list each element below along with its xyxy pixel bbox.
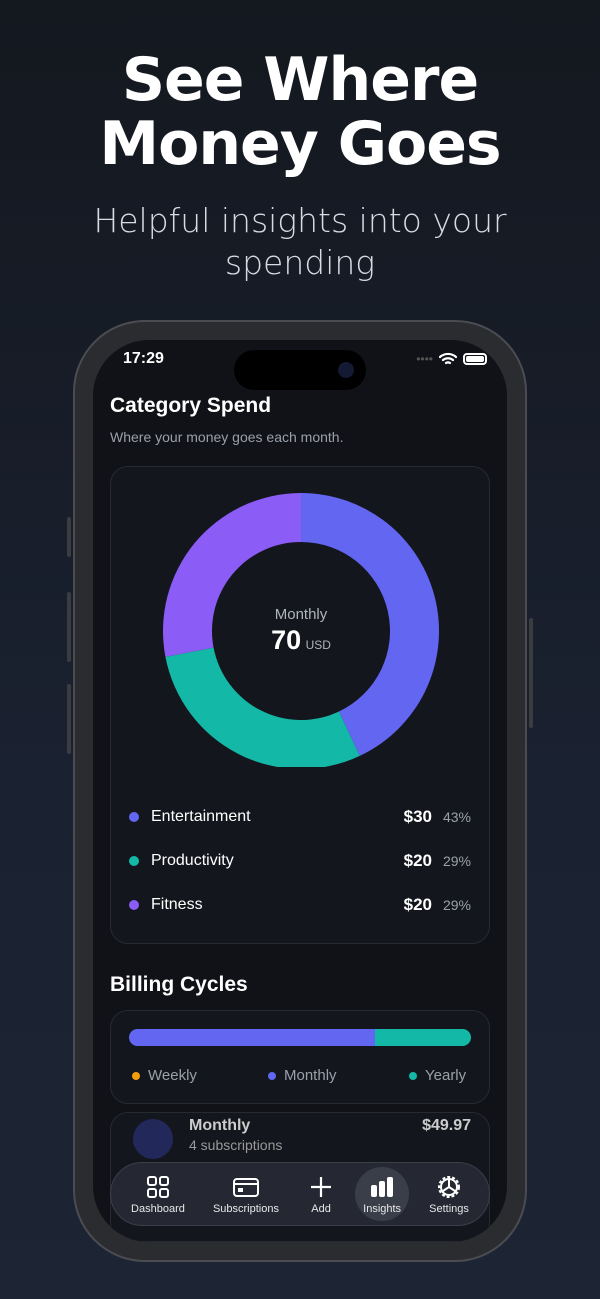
status-time: 17:29 [123, 350, 164, 367]
billing-card: Weekly Monthly Yearly [110, 1010, 490, 1104]
dynamic-island [234, 350, 366, 390]
volume-up-button [67, 592, 71, 662]
donut-center-value: 70 USD [271, 625, 331, 655]
wifi-icon [439, 352, 457, 365]
category-description: Where your money goes each month. [110, 429, 344, 445]
camera-icon [338, 362, 354, 378]
legend-percent: 43% [442, 809, 471, 825]
legend-weekly: Weekly [132, 1067, 197, 1084]
tab-bar: Dashboard Subscriptions Add Insights Set… [110, 1162, 490, 1226]
legend-percent: 29% [442, 897, 471, 913]
legend-dot [132, 1071, 140, 1080]
donut-chart [162, 493, 439, 767]
plus-icon [311, 1177, 332, 1197]
battery-icon [463, 353, 487, 365]
grid-icon [146, 1176, 169, 1198]
tab-subscriptions[interactable]: Subscriptions [205, 1167, 287, 1221]
row-subtitle: 4 subscriptions [189, 1137, 283, 1153]
donut-slice-fitness [162, 493, 301, 657]
legend-amount: $20 [403, 895, 432, 914]
row-amount: $49.97 [422, 1117, 471, 1134]
power-button [529, 618, 533, 728]
donut-center-label: Monthly [274, 606, 328, 623]
phone-screen: 17:29 •••• Category Spend Where your mon… [93, 340, 507, 1242]
category-card: Monthly 70 USD Entertainment $30 43% Produc… [110, 466, 490, 944]
category-title: Category Spend [110, 394, 272, 417]
signal-icon: •••• [416, 352, 433, 366]
legend-dot [129, 856, 139, 866]
row-avatar [133, 1119, 173, 1159]
tab-settings[interactable]: Settings [421, 1167, 477, 1221]
legend-yearly: Yearly [409, 1067, 466, 1084]
legend-item-fitness: Fitness $20 29% [129, 895, 471, 915]
bar-chart-icon [371, 1177, 394, 1197]
legend-item-entertainment: Entertainment $30 43% [129, 807, 471, 827]
legend-dot [129, 812, 139, 822]
legend-percent: 29% [442, 853, 471, 869]
legend-monthly: Monthly [268, 1067, 337, 1084]
legend-name: Entertainment [151, 808, 251, 825]
hero-title: See Where Money Goes [99, 45, 501, 179]
donut-slice-productivity [165, 647, 360, 767]
legend-dot [268, 1071, 276, 1080]
legend-amount: $20 [403, 851, 432, 870]
hero-subtitle: Helpful insights into your spending [93, 201, 507, 282]
gear-icon [438, 1176, 461, 1198]
side-button [67, 517, 71, 557]
billing-title: Billing Cycles [110, 973, 248, 996]
donut-slice-entertainment [301, 493, 439, 756]
card-icon [232, 1178, 259, 1197]
legend-dot [409, 1071, 417, 1080]
tab-insights[interactable]: Insights [355, 1167, 410, 1221]
legend-item-productivity: Productivity $20 29% [129, 851, 471, 871]
tab-add[interactable]: Add [299, 1167, 343, 1221]
tab-dashboard[interactable]: Dashboard [123, 1167, 193, 1221]
bar-segment-monthly [129, 1029, 376, 1046]
legend-name: Fitness [151, 896, 203, 913]
status-icons: •••• [416, 352, 487, 366]
row-label: Monthly [189, 1117, 251, 1134]
volume-down-button [67, 684, 71, 754]
legend-dot [129, 900, 139, 910]
legend-amount: $30 [403, 807, 432, 826]
bar-segment-yearly [375, 1029, 471, 1046]
billing-bar [129, 1029, 471, 1046]
legend-name: Productivity [151, 852, 234, 869]
